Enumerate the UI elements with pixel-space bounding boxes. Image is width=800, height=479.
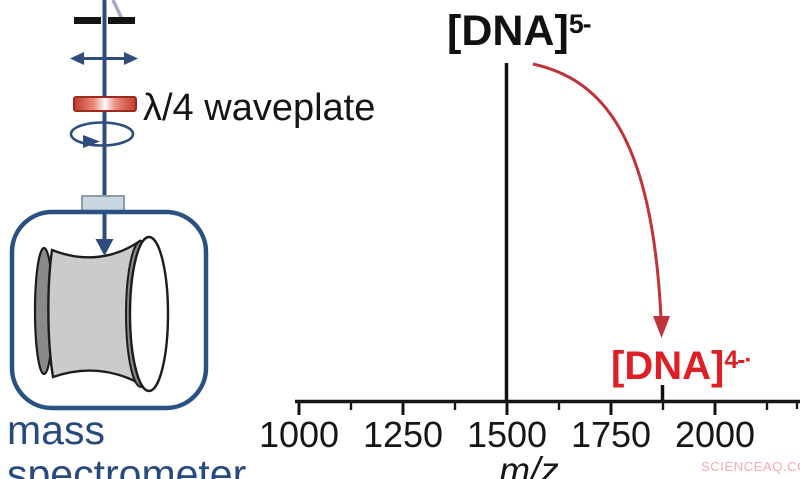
peak-dna5-charge: 5-	[568, 9, 592, 40]
peak-dna4-base: [DNA]	[611, 344, 725, 388]
rotation-arrow-icon	[69, 121, 135, 148]
conversion-arrow	[532, 62, 670, 338]
peak-dna5-base: [DNA]	[447, 7, 569, 55]
mass-spectrometer-label-line2: spectrometer	[7, 451, 247, 479]
laser-beam-in-trap	[95, 212, 114, 256]
axis-title-mz: m/z	[499, 450, 559, 479]
peak-dna4-charge: 4-·	[724, 346, 752, 374]
polarization-double-arrow-icon	[70, 52, 138, 65]
spectrum-axis	[295, 399, 800, 415]
aperture-slit-icon	[74, 17, 135, 24]
tick-label-2000: 2000	[674, 414, 756, 455]
tick-label-1500: 1500	[466, 414, 548, 455]
ion-trap-right-endcap	[128, 235, 170, 393]
waveplate-label: λ/4 waveplate	[143, 87, 376, 129]
cropped-optic-line	[111, 0, 124, 20]
tick-label-1000: 1000	[258, 414, 340, 455]
tick-label-1250: 1250	[362, 414, 444, 455]
peak-label-dna4: [DNA]4-·	[611, 344, 753, 389]
mass-spectrometer-label-line1: mass	[7, 407, 105, 453]
ion-trap	[33, 235, 170, 393]
tick-label-1750: 1750	[570, 414, 652, 455]
peak-label-dna5: [DNA]5-	[447, 7, 592, 56]
waveplate	[73, 96, 137, 112]
mass-spectrometer-label: mass spectrometer	[7, 408, 246, 479]
watermark: SCIENCEAQ.COM	[701, 459, 800, 474]
